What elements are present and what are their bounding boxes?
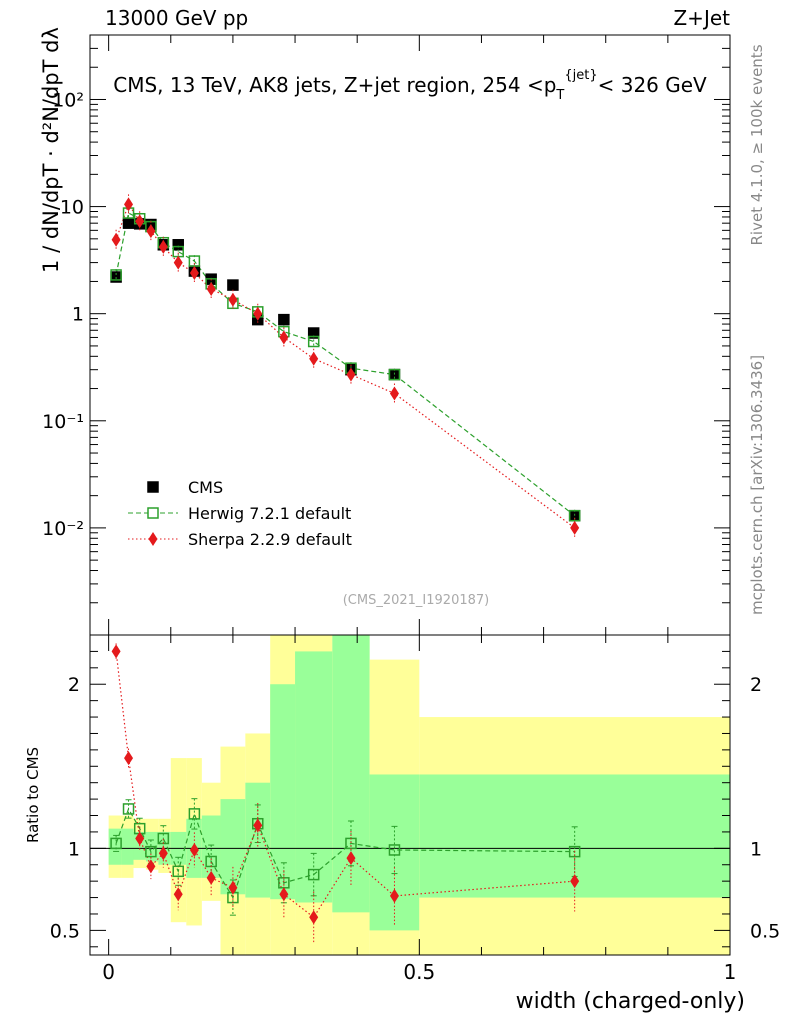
sherpa-point	[389, 386, 399, 401]
ratio-tick-label: 2	[68, 674, 80, 696]
analysis-id: (CMS_2021_I1920187)	[343, 593, 490, 608]
sherpa-point	[206, 282, 216, 297]
herwig-ratio-point	[145, 845, 157, 858]
herwig-ratio-point	[172, 865, 184, 878]
ratio-tick-label-right: 2	[750, 674, 762, 696]
sherpa-ratio-point	[111, 644, 121, 659]
cms-point	[307, 327, 320, 339]
ratio-panel-frame	[89, 634, 731, 956]
herwig-point	[307, 335, 320, 348]
uncertainty-bands	[108, 635, 730, 955]
chart-title: CMS, 13 TeV, AK8 jets, Z+jet region, 254…	[113, 68, 707, 103]
legend: CMS Herwig 7.2.1 default Sherpa 2.2.9 defa…	[128, 478, 352, 549]
mcplots-label: mcplots.cern.ch [arXiv:1306.3436]	[748, 355, 766, 615]
sherpa-ratio-point	[253, 818, 263, 833]
sherpa-point	[189, 265, 199, 280]
x-tick-label: 0.5	[403, 960, 435, 984]
herwig-point	[110, 269, 122, 281]
cms-point	[278, 313, 290, 326]
cms-point	[227, 279, 239, 291]
axes-ticks: 0 0.5 1 10⁻² 10⁻¹ 1 10 10² 0.5 0.5 1 1 2 2	[42, 34, 780, 984]
y-tick-label: 10⁻²	[42, 518, 84, 540]
sherpa-point	[253, 306, 263, 321]
inner-band-segment	[369, 774, 420, 931]
sherpa-ratio-point	[135, 831, 145, 846]
sherpa-ratio-point	[206, 870, 216, 885]
legend-label: Herwig 7.2.1 default	[188, 504, 351, 523]
herwig-ratio-point	[122, 803, 135, 815]
inner-band-segment	[245, 782, 271, 898]
y-tick-label: 1	[72, 304, 84, 326]
legend-herwig-marker	[147, 507, 159, 519]
svg-text:1 / dN/dpT · d²N/dpT dλ: 1 / dN/dpT · d²N/dpT dλ	[39, 27, 63, 273]
legend-label: CMS	[188, 478, 223, 497]
herwig-ratio-point	[307, 868, 320, 881]
cms-point	[122, 217, 135, 229]
rivet-version-label: Rivet 4.1.0, ≥ 100k events	[748, 44, 766, 245]
sherpa-ratio-point	[570, 874, 580, 889]
data-series	[110, 194, 581, 943]
y-tick-label: 10⁻¹	[42, 411, 84, 433]
ratio-tick-label: 0.5	[50, 920, 80, 942]
x-axis-label: width (charged-only)	[516, 989, 745, 1014]
sherpa-ratio-point	[158, 846, 168, 861]
sherpa-point	[173, 255, 183, 270]
x-tick-label: 1	[724, 960, 737, 984]
ratio-y-axis-label: Ratio to CMS	[24, 747, 42, 843]
legend-sherpa-marker	[148, 532, 158, 546]
sherpa-point	[111, 232, 121, 247]
herwig-ratio-point	[110, 837, 122, 850]
sherpa-ratio-point	[346, 851, 356, 866]
sherpa-point	[124, 197, 134, 212]
sherpa-point	[135, 214, 145, 229]
inner-band-segment	[121, 828, 134, 865]
sherpa-ratio-point	[173, 887, 183, 902]
sherpa-ratio-point	[228, 880, 238, 895]
cms-point	[172, 239, 184, 251]
sherpa-point	[346, 367, 356, 382]
sherpa-ratio-point	[189, 842, 199, 857]
process-label: Z+Jet	[673, 6, 730, 30]
ratio-tick-label-right: 1	[750, 838, 762, 860]
herwig-ratio-point	[188, 808, 201, 820]
herwig-point	[388, 368, 401, 381]
herwig-ratio-point	[388, 844, 401, 856]
inner-band-segment	[270, 684, 296, 900]
legend-cms-marker	[147, 481, 159, 493]
herwig-point	[568, 509, 581, 522]
main-y-axis-label: 1 / dN/dpT · d²N/dpT dλ	[39, 27, 63, 273]
energy-label: 13000 GeV pp	[105, 6, 248, 30]
sherpa-point	[158, 239, 168, 254]
sherpa-ratio-point	[279, 887, 289, 902]
ratio-tick-label-right: 0.5	[750, 920, 780, 942]
sherpa-point	[570, 520, 580, 535]
sherpa-ratio-point	[124, 751, 134, 766]
sherpa-point	[309, 351, 319, 366]
sherpa-ratio-point	[389, 888, 399, 903]
y-tick-label: 10	[60, 197, 84, 219]
sherpa-ratio-point	[309, 910, 319, 925]
ratio-tick-label: 1	[68, 838, 80, 860]
sherpa-point	[279, 330, 289, 345]
sherpa-ratio-point	[146, 859, 156, 874]
sherpa-point	[146, 224, 156, 239]
legend-label: Sherpa 2.2.9 default	[188, 530, 352, 549]
sherpa-point	[228, 292, 238, 307]
inner-band-segment	[295, 651, 333, 903]
x-tick-label: 0	[102, 960, 115, 984]
herwig-ratio-point	[568, 845, 581, 858]
y-tick-label: 10²	[52, 89, 84, 111]
main-panel-frame	[89, 34, 731, 636]
